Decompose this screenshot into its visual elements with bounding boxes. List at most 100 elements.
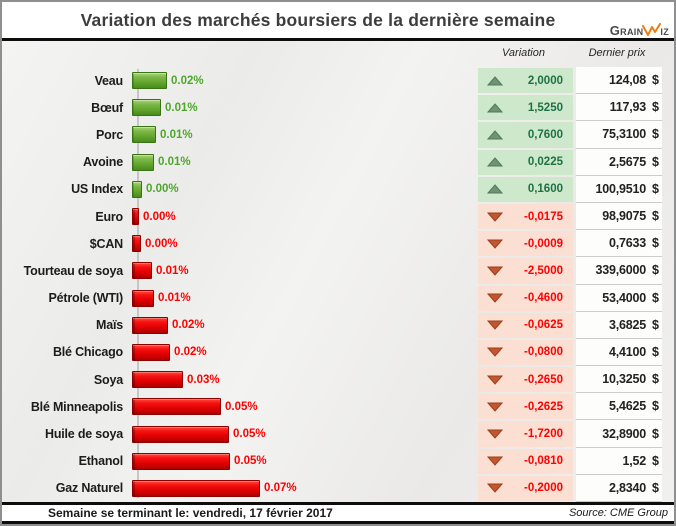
variation-cell: 1,5250 bbox=[478, 95, 573, 121]
price-value: 0,7633 bbox=[608, 236, 646, 251]
bar-zone: 0.01% bbox=[130, 94, 478, 121]
table-row: Soya 0.03% -0,2650 10,3250 $ bbox=[2, 366, 674, 394]
bar-zone: 0.01% bbox=[130, 257, 478, 284]
report-header: Variation des marchés boursiers de la de… bbox=[2, 2, 674, 38]
chart-axis-line bbox=[137, 69, 139, 498]
price-cell: 75,3100 $ bbox=[576, 121, 662, 149]
currency-symbol: $ bbox=[652, 290, 659, 305]
price-cell: 117,93 $ bbox=[576, 94, 662, 122]
currency-symbol: $ bbox=[652, 426, 659, 441]
currency-symbol: $ bbox=[652, 453, 659, 468]
variation-column-header: Variation bbox=[501, 47, 545, 59]
currency-symbol: $ bbox=[652, 154, 659, 169]
variation-cell: -0,0175 bbox=[478, 203, 573, 230]
variation-value: -0,2000 bbox=[523, 482, 563, 495]
variation-value: -0,0810 bbox=[523, 455, 563, 468]
variation-cell: 0,7600 bbox=[478, 122, 573, 148]
triangle-down-icon bbox=[487, 483, 503, 494]
header-divider bbox=[2, 38, 674, 41]
price-value: 100,9510 bbox=[595, 181, 646, 196]
variation-value: 2,0000 bbox=[527, 74, 563, 87]
currency-symbol: $ bbox=[652, 236, 659, 251]
table-row: Bœuf 0.01% 1,5250 117,93 $ bbox=[2, 94, 674, 122]
value-bar bbox=[132, 479, 260, 497]
category-label: Blé Chicago bbox=[52, 345, 123, 360]
category-label: $CAN bbox=[89, 236, 123, 251]
price-cell: 100,9510 $ bbox=[576, 175, 662, 203]
bar-zone: 0.01% bbox=[130, 285, 478, 312]
category-label: Porc bbox=[96, 127, 123, 142]
variation-cell: -0,0625 bbox=[478, 312, 573, 338]
price-value: 3,6825 bbox=[608, 317, 646, 332]
currency-symbol: $ bbox=[652, 480, 659, 495]
bar-zone: 0.02% bbox=[130, 339, 478, 366]
table-column-headers: Variation Dernier prix bbox=[2, 41, 674, 67]
value-bar bbox=[132, 180, 142, 198]
value-bar bbox=[132, 452, 230, 470]
price-cell: 3,6825 $ bbox=[576, 311, 662, 339]
bar-zone: 0.03% bbox=[130, 366, 478, 393]
triangle-down-icon bbox=[487, 456, 503, 466]
variation-cell: 0,1600 bbox=[478, 176, 573, 202]
variation-cell: -0,0810 bbox=[478, 448, 573, 474]
currency-symbol: $ bbox=[652, 127, 659, 142]
bar-percent-label: 0.05% bbox=[225, 400, 258, 413]
category-label: Euro bbox=[95, 209, 123, 224]
price-value: 117,93 bbox=[609, 100, 647, 115]
value-bar bbox=[132, 208, 139, 226]
currency-symbol: $ bbox=[652, 399, 659, 414]
currency-symbol: $ bbox=[652, 263, 659, 278]
triangle-up-icon bbox=[487, 130, 503, 140]
price-cell: 5,4625 $ bbox=[576, 393, 662, 421]
bar-percent-label: 0.02% bbox=[172, 319, 205, 332]
price-value: 5,4625 bbox=[608, 399, 646, 414]
price-cell: 2,5675 $ bbox=[576, 148, 662, 176]
bar-percent-label: 0.02% bbox=[171, 74, 204, 87]
bar-percent-label: 0.00% bbox=[146, 183, 179, 196]
bar-percent-label: 0.01% bbox=[158, 156, 191, 169]
table-row: Veau 0.02% 2,0000 124,08 $ bbox=[2, 67, 674, 95]
source-label: Source: CME Group bbox=[568, 507, 668, 519]
logo-text-right: iz bbox=[660, 23, 669, 38]
value-bar bbox=[132, 126, 156, 144]
price-cell: 53,4000 $ bbox=[576, 284, 662, 312]
bar-zone: 0.00% bbox=[130, 203, 478, 230]
price-cell: 32,8900 $ bbox=[576, 420, 662, 448]
triangle-up-icon bbox=[487, 184, 503, 194]
bar-percent-label: 0.01% bbox=[165, 101, 198, 114]
variation-cell: -0,0009 bbox=[478, 231, 573, 257]
value-bar bbox=[132, 99, 161, 117]
bar-percent-label: 0.01% bbox=[160, 128, 193, 141]
stock-zigzag-icon bbox=[642, 23, 662, 36]
variation-cell: -2,5000 bbox=[478, 258, 573, 284]
variation-value: -0,0009 bbox=[523, 237, 563, 250]
currency-symbol: $ bbox=[652, 181, 659, 196]
table-row: Ethanol 0.05% -0,0810 1,52 $ bbox=[2, 447, 674, 475]
table-row: Avoine 0.01% 0,0225 2,5675 $ bbox=[2, 148, 674, 176]
bar-percent-label: 0.00% bbox=[143, 210, 176, 223]
table-row: Porc 0.01% 0,7600 75,3100 $ bbox=[2, 121, 674, 149]
table-row: US Index 0.00% 0,1600 100,9510 $ bbox=[2, 175, 674, 203]
price-value: 124,08 bbox=[608, 73, 646, 88]
price-value: 10,3250 bbox=[602, 372, 646, 387]
currency-symbol: $ bbox=[652, 209, 659, 224]
bar-percent-label: 0.05% bbox=[233, 428, 266, 441]
variation-value: -2,5000 bbox=[523, 264, 563, 277]
triangle-down-icon bbox=[487, 429, 503, 439]
category-label: Huile de soya bbox=[45, 427, 123, 442]
table-row: $CAN 0.00% -0,0009 0,7633 $ bbox=[2, 230, 674, 258]
bar-zone: 0.00% bbox=[130, 230, 478, 257]
category-label: Ethanol bbox=[78, 454, 124, 469]
price-cell: 1,52 $ bbox=[576, 447, 662, 475]
value-bar bbox=[132, 398, 221, 416]
triangle-up-icon bbox=[487, 75, 503, 86]
category-label: Tourteau de soya bbox=[23, 263, 124, 278]
variation-value: -0,4600 bbox=[523, 292, 563, 305]
page-title: Variation des marchés boursiers de la de… bbox=[80, 9, 556, 30]
price-cell: 2,8340 $ bbox=[576, 474, 662, 502]
week-ending-label: Semaine se terminant le: vendredi, 17 fé… bbox=[48, 506, 333, 520]
price-value: 75,3100 bbox=[602, 127, 646, 142]
report-footer: Semaine se terminant le: vendredi, 17 fé… bbox=[2, 502, 674, 524]
price-value: 1,52 bbox=[622, 453, 646, 468]
